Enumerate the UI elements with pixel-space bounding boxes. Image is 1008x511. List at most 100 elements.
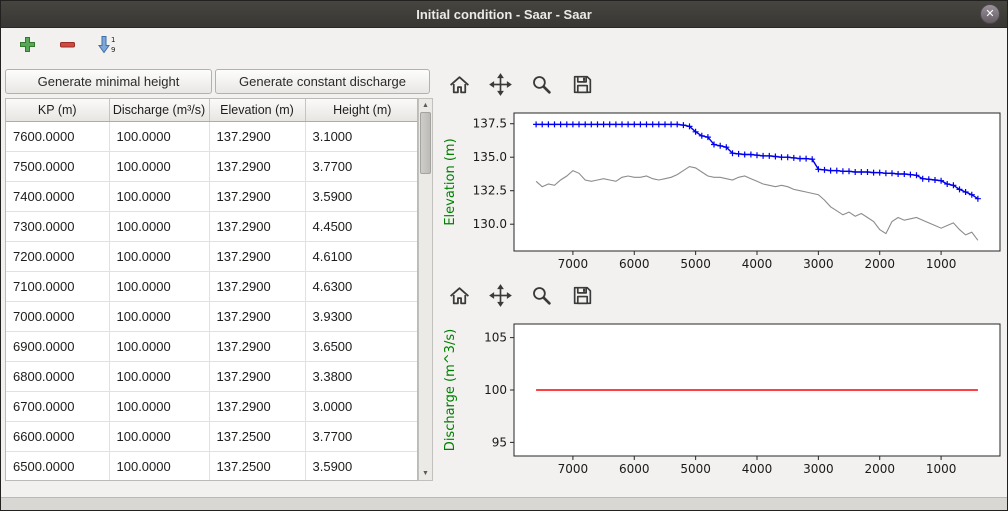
sort-ascending-icon: 1 9 (98, 35, 117, 59)
table-cell[interactable]: 3.6500 (305, 331, 418, 361)
table-cell[interactable]: 6700.0000 (6, 391, 109, 421)
zoom-button[interactable] (529, 75, 553, 99)
table-cell[interactable]: 3.7700 (305, 151, 418, 181)
sort-button[interactable]: 1 9 (95, 35, 119, 59)
table-cell[interactable]: 6500.0000 (6, 451, 109, 481)
table-row: 6700.0000100.0000137.29003.0000 (6, 391, 418, 421)
table-cell[interactable]: 100.0000 (109, 451, 209, 481)
discharge-chart[interactable]: 700060005000400030002000100010510095Disc… (438, 314, 1005, 491)
table-cell[interactable]: 100.0000 (109, 211, 209, 241)
table-cell[interactable]: 7600.0000 (6, 121, 109, 151)
table-cell[interactable]: 137.2900 (209, 301, 305, 331)
column-header[interactable]: Discharge (m³/s) (109, 99, 209, 121)
save-button[interactable] (570, 75, 594, 99)
main-toolbar: 1 9 (15, 31, 119, 63)
table-cell[interactable]: 137.2900 (209, 241, 305, 271)
home-button[interactable] (447, 75, 471, 99)
titlebar[interactable]: Initial condition - Saar - Saar ✕ (1, 1, 1007, 28)
window: Initial condition - Saar - Saar ✕ (0, 0, 1008, 511)
table-cell[interactable]: 137.2900 (209, 211, 305, 241)
generate-constant-discharge-button[interactable]: Generate constant discharge (215, 69, 430, 94)
zoom-icon (530, 73, 553, 101)
initial-condition-table[interactable]: KP (m)Discharge (m³/s)Elevation (m)Heigh… (5, 98, 418, 481)
table-cell[interactable]: 6900.0000 (6, 331, 109, 361)
table-cell[interactable]: 6600.0000 (6, 421, 109, 451)
table-cell[interactable]: 137.2900 (209, 151, 305, 181)
table-cell[interactable]: 7400.0000 (6, 181, 109, 211)
table-cell[interactable]: 7100.0000 (6, 271, 109, 301)
table-cell[interactable]: 100.0000 (109, 361, 209, 391)
table-row: 7200.0000100.0000137.29004.6100 (6, 241, 418, 271)
svg-text:1000: 1000 (926, 257, 957, 271)
table-cell[interactable]: 100.0000 (109, 301, 209, 331)
table-row: 7000.0000100.0000137.29003.9300 (6, 301, 418, 331)
generate-minimal-height-button[interactable]: Generate minimal height (5, 69, 212, 94)
svg-text:95: 95 (492, 435, 507, 449)
table-cell[interactable]: 6800.0000 (6, 361, 109, 391)
table-cell[interactable]: 7300.0000 (6, 211, 109, 241)
statusbar (1, 497, 1007, 510)
table-cell[interactable]: 100.0000 (109, 181, 209, 211)
table-cell[interactable]: 100.0000 (109, 391, 209, 421)
table-cell[interactable]: 100.0000 (109, 331, 209, 361)
table-cell[interactable]: 137.2500 (209, 421, 305, 451)
table-cell[interactable]: 137.2900 (209, 181, 305, 211)
table-cell[interactable]: 137.2900 (209, 391, 305, 421)
table-cell[interactable]: 100.0000 (109, 271, 209, 301)
table-cell[interactable]: 100.0000 (109, 151, 209, 181)
table-row: 7600.0000100.0000137.29003.1000 (6, 121, 418, 151)
table-cell[interactable]: 137.2900 (209, 121, 305, 151)
table-row: 7500.0000100.0000137.29003.7700 (6, 151, 418, 181)
remove-row-button[interactable] (55, 35, 79, 59)
table-cell[interactable]: 3.3800 (305, 361, 418, 391)
table-cell[interactable]: 3.1000 (305, 121, 418, 151)
table-body: 7600.0000100.0000137.29003.10007500.0000… (6, 121, 418, 481)
svg-text:4000: 4000 (742, 462, 773, 476)
elevation-chart[interactable]: 7000600050004000300020001000137.5135.013… (438, 101, 1005, 286)
close-button[interactable]: ✕ (980, 4, 1000, 24)
svg-text:7000: 7000 (558, 462, 589, 476)
pan-icon (489, 284, 512, 312)
svg-text:Elevation (m): Elevation (m) (443, 138, 458, 225)
table-cell[interactable]: 137.2500 (209, 451, 305, 481)
svg-text:5000: 5000 (680, 462, 711, 476)
home-button[interactable] (447, 286, 471, 310)
svg-text:5000: 5000 (680, 257, 711, 271)
scroll-up-button[interactable]: ▲ (419, 99, 432, 112)
table-cell[interactable]: 3.7700 (305, 421, 418, 451)
svg-text:105: 105 (484, 331, 507, 345)
svg-text:135.0: 135.0 (473, 150, 507, 164)
svg-text:3000: 3000 (803, 257, 834, 271)
table-cell[interactable]: 137.2900 (209, 271, 305, 301)
table-cell[interactable]: 3.0000 (305, 391, 418, 421)
table-cell[interactable]: 4.6100 (305, 241, 418, 271)
add-row-button[interactable] (15, 35, 39, 59)
table-cell[interactable]: 100.0000 (109, 121, 209, 151)
table-cell[interactable]: 7000.0000 (6, 301, 109, 331)
svg-text:130.0: 130.0 (473, 217, 507, 231)
table-cell[interactable]: 137.2900 (209, 361, 305, 391)
pan-button[interactable] (488, 286, 512, 310)
table-cell[interactable]: 7500.0000 (6, 151, 109, 181)
svg-text:9: 9 (111, 46, 115, 54)
scroll-down-button[interactable]: ▼ (419, 467, 432, 480)
column-header[interactable]: KP (m) (6, 99, 109, 121)
table-scrollbar[interactable]: ▲ ▼ (418, 98, 433, 481)
zoom-button[interactable] (529, 286, 553, 310)
table-cell[interactable]: 4.4500 (305, 211, 418, 241)
column-header[interactable]: Elevation (m) (209, 99, 305, 121)
table-cell[interactable]: 3.5900 (305, 181, 418, 211)
pan-button[interactable] (488, 75, 512, 99)
svg-text:100: 100 (484, 383, 507, 397)
table-cell[interactable]: 7200.0000 (6, 241, 109, 271)
scroll-thumb[interactable] (420, 112, 431, 174)
table-cell[interactable]: 137.2900 (209, 331, 305, 361)
table-cell[interactable]: 3.9300 (305, 301, 418, 331)
save-button[interactable] (570, 286, 594, 310)
column-header[interactable]: Height (m) (305, 99, 418, 121)
table-row: 7300.0000100.0000137.29004.4500 (6, 211, 418, 241)
table-cell[interactable]: 100.0000 (109, 421, 209, 451)
table-cell[interactable]: 3.5900 (305, 451, 418, 481)
table-cell[interactable]: 4.6300 (305, 271, 418, 301)
table-cell[interactable]: 100.0000 (109, 241, 209, 271)
